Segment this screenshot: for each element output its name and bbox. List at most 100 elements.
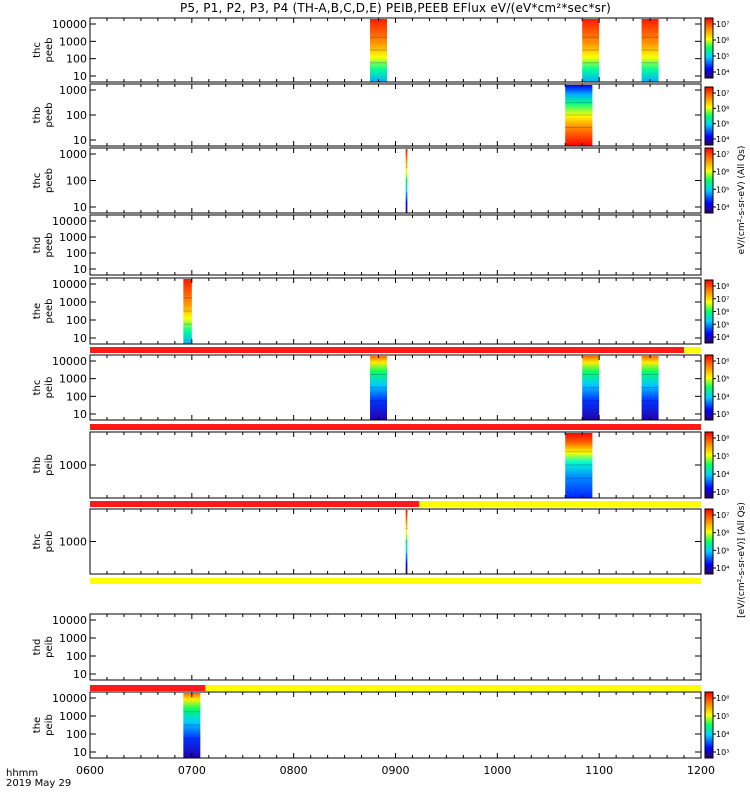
- y-tick-label: 10: [73, 746, 87, 759]
- panel-label: thb: [32, 457, 43, 474]
- y-tick-label: 1000: [59, 710, 87, 723]
- panel-label: peeb: [44, 233, 55, 258]
- y-tick-label: 10: [73, 332, 87, 345]
- flag-bar-segment: [90, 685, 206, 691]
- panel-label: peib: [44, 531, 55, 553]
- flag-bar-segment: [684, 347, 701, 353]
- colorbar-tick-label: 10⁷: [716, 295, 729, 304]
- y-tick-label: 1000: [59, 296, 87, 309]
- panel-label: the: [32, 717, 43, 733]
- panel-label: thb: [32, 107, 43, 124]
- panel-7: 1000 thb peib 10³ 10⁴ 10⁵ 10⁶: [32, 431, 729, 499]
- x-tick-label: 1000: [483, 764, 511, 777]
- colorbar-tick-label: 10⁶: [716, 36, 729, 45]
- panel-label: thc: [32, 42, 43, 58]
- colorbar-tick-label: 10⁶: [716, 308, 729, 317]
- spectrogram-block: [183, 693, 201, 758]
- spectrogram-block: [582, 356, 600, 420]
- y-tick-label: 1000: [59, 148, 87, 161]
- panel-frame: [89, 277, 702, 345]
- colorbar-tick-label: 10⁴: [716, 730, 729, 739]
- spectrogram-block: [582, 19, 600, 82]
- y-tick-label: 1000: [59, 231, 87, 244]
- panel-1: 10 100 1000 10000 thc peeb 10⁴ 10⁵ 10⁶ 10⁷: [32, 17, 729, 83]
- spectrogram-block: [641, 356, 659, 420]
- colorbar-units-label: eV/(cm²-s-sr-eV) (All Qs): [737, 146, 747, 255]
- panel-frame: [89, 691, 702, 759]
- colorbar-tick-label: 10⁷: [716, 511, 729, 520]
- spectrogram-block: [641, 19, 659, 82]
- x-tick-label: 0800: [280, 764, 308, 777]
- flag-bar-segment: [90, 501, 420, 507]
- colorbar-tick-label: 10³: [716, 748, 729, 757]
- colorbar-tick-label: 10⁷: [716, 20, 729, 29]
- y-tick-label: 10000: [52, 18, 87, 31]
- x-axis-label: hhmm: [6, 768, 38, 779]
- colorbar-tick-label: 10⁷: [716, 150, 729, 159]
- y-tick-label: 10000: [52, 278, 87, 291]
- colorbar: [704, 508, 714, 575]
- colorbar-tick-label: 10⁵: [716, 712, 729, 721]
- colorbar-tick-label: 10⁵: [716, 120, 729, 129]
- x-tick-label: 0900: [382, 764, 410, 777]
- y-tick-label: 10: [73, 668, 87, 681]
- x-axis-date: 2019 May 29: [6, 778, 71, 789]
- x-tick-label: 0700: [178, 764, 206, 777]
- colorbar-tick-label: 10⁷: [716, 89, 729, 98]
- colorbar-units-label: [eV/(cm²-s-sr-eV)] (All Qs): [737, 502, 747, 618]
- spectrogram-block: [183, 279, 192, 344]
- colorbar-tick-label: 10⁵: [716, 546, 729, 555]
- y-tick-label: 100: [66, 728, 87, 741]
- y-tick-label: 10000: [52, 355, 87, 368]
- colorbar-tick-label: 10³: [716, 488, 729, 497]
- colorbar-tick-label: 10⁴: [716, 333, 729, 342]
- spectrogram-block: [565, 85, 593, 146]
- panel-3: 10 100 1000 thc peeb 10⁴ 10⁵ 10⁶ 10⁷: [32, 147, 729, 214]
- x-tick-label: 1100: [585, 764, 613, 777]
- colorbar: [704, 279, 714, 344]
- panel-label: thd: [32, 237, 43, 254]
- spectrogram-block: [370, 356, 388, 420]
- y-tick-label: 10: [73, 70, 87, 83]
- colorbar-tick-label: 10⁴: [716, 203, 729, 212]
- spectrogram-block: [370, 19, 388, 82]
- flag-bar-segment: [90, 347, 685, 353]
- colorbar-tick-label: 10⁶: [716, 104, 729, 113]
- panel-label: peeb: [44, 38, 55, 63]
- panel-label: peeb: [44, 299, 55, 324]
- panel-4: 10 100 1000 10000 thd peeb: [32, 214, 702, 276]
- panel-label: thd: [32, 639, 43, 656]
- colorbar-tick-label: 10⁶: [716, 357, 729, 366]
- x-tick-label: 1200: [687, 764, 715, 777]
- colorbar: [704, 354, 714, 421]
- panel-10: 10 100 1000 10000 the peib 10³ 10⁴ 10⁵ 10⁶: [32, 691, 729, 759]
- panel-frame: [89, 508, 702, 575]
- panel-frame: [89, 17, 702, 83]
- panel-frame: [89, 354, 702, 421]
- y-tick-label: 1000: [59, 536, 87, 549]
- y-tick-label: 10: [73, 134, 87, 147]
- colorbar-tick-label: 10⁵: [716, 320, 729, 329]
- flag-bar-segment: [205, 685, 701, 691]
- colorbar-tick-label: 10⁸: [716, 282, 729, 291]
- panel-label: peib: [44, 454, 55, 476]
- panel-2: 10 100 1000 thb peeb 10⁴ 10⁵ 10⁶ 10⁷: [32, 83, 729, 147]
- panel-frame: [89, 147, 702, 214]
- colorbar-tick-label: 10⁶: [716, 694, 729, 703]
- colorbar-tick-label: 10⁵: [716, 52, 729, 61]
- y-tick-label: 100: [66, 390, 87, 403]
- y-tick-label: 100: [66, 109, 87, 122]
- panel-8: 1000 thc peib 10⁴ 10⁵ 10⁶ 10⁷: [32, 508, 729, 575]
- panel-5: 10 100 1000 10000 the peeb 10⁴ 10⁵ 10⁶ 10⁷ 10⁸: [32, 277, 729, 345]
- colorbar-tick-label: 10⁵: [716, 185, 729, 194]
- panel-9: 10 100 1000 10000 thd peib: [32, 613, 702, 681]
- colorbar-tick-label: 10⁵: [716, 452, 729, 461]
- y-tick-label: 1000: [59, 632, 87, 645]
- x-tick-label: 0600: [76, 764, 104, 777]
- y-tick-label: 1000: [59, 35, 87, 48]
- colorbar-tick-label: 10⁵: [716, 375, 729, 384]
- colorbar-tick-label: 10⁶: [716, 168, 729, 177]
- y-tick-label: 1000: [59, 84, 87, 97]
- y-tick-label: 10000: [52, 692, 87, 705]
